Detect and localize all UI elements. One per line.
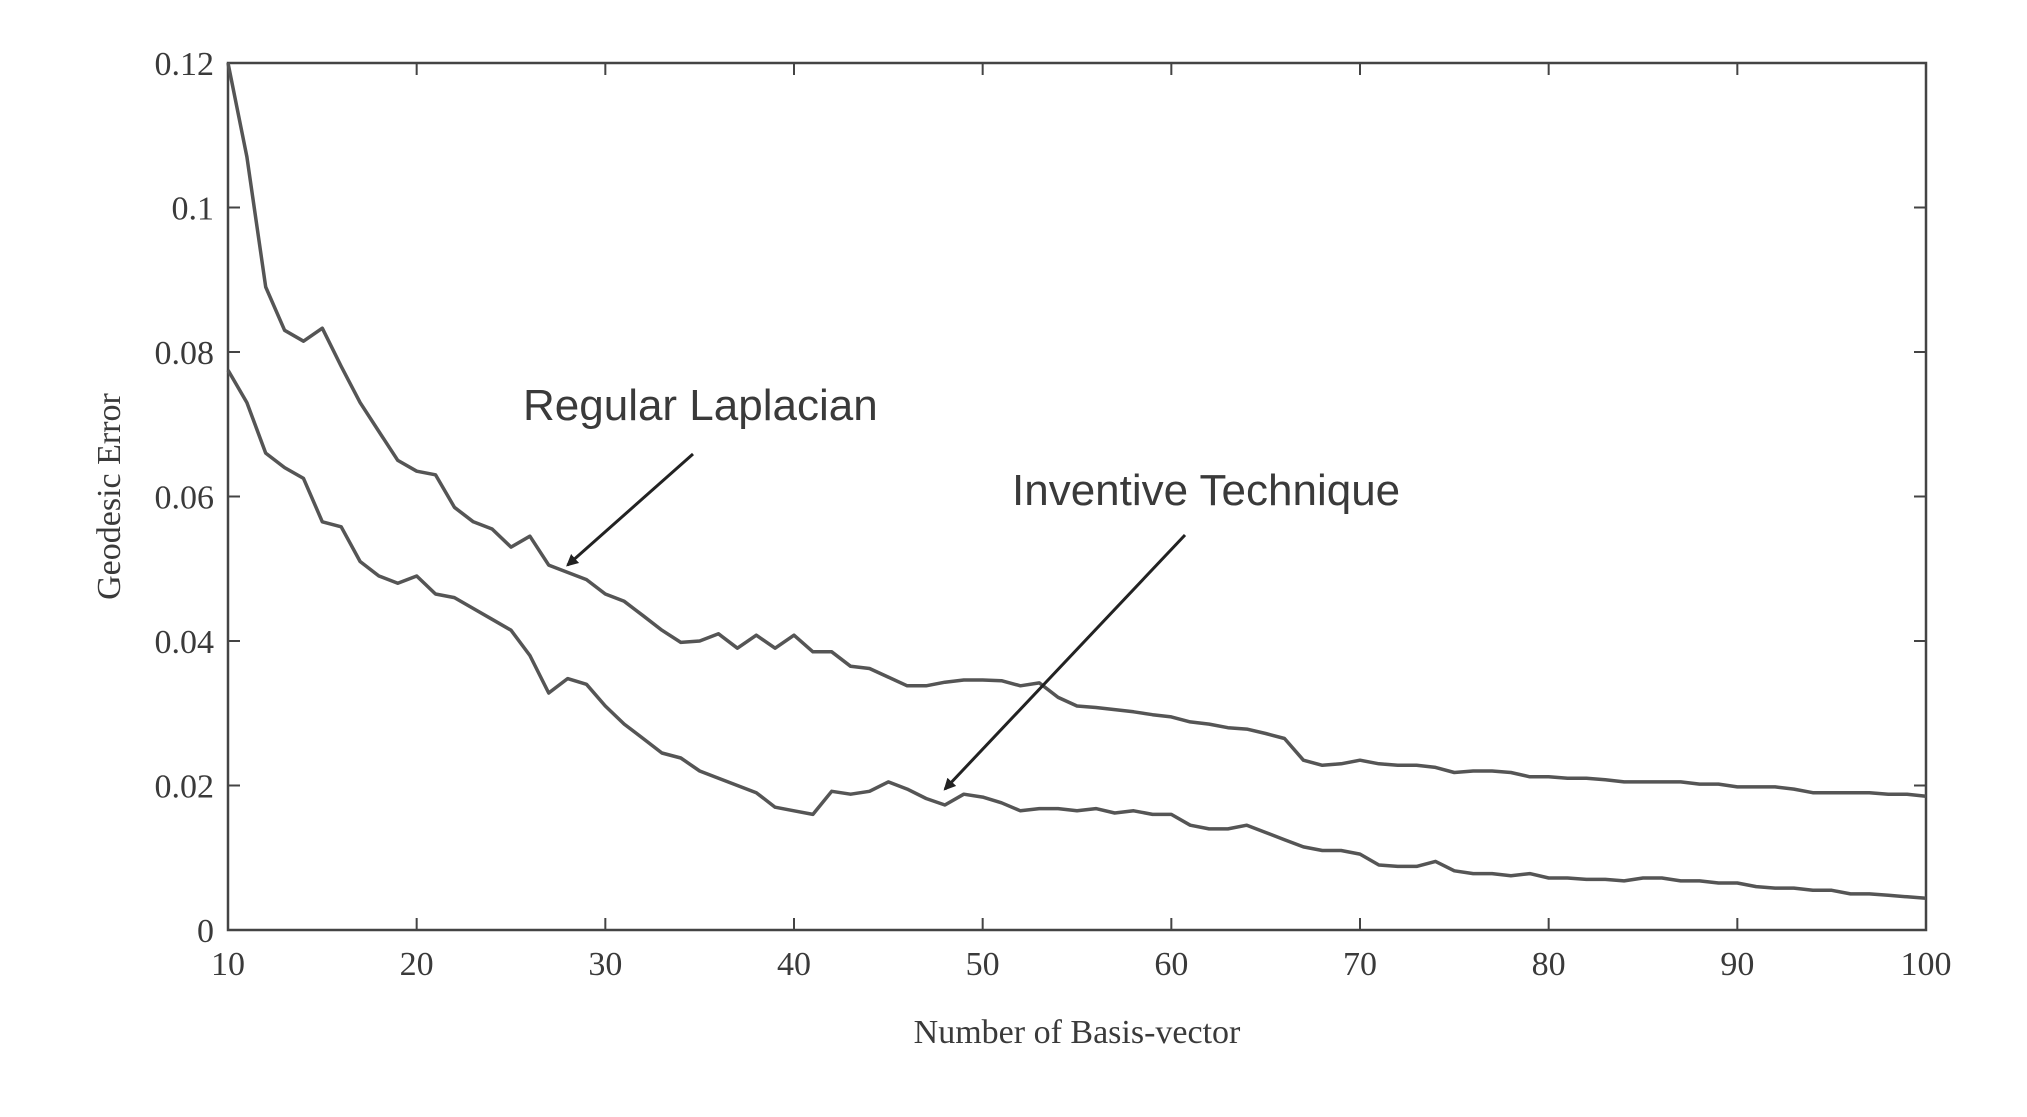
y-tick-label: 0.06 [155, 480, 215, 517]
y-axis-title: Geodesic Error [91, 392, 128, 599]
x-tick-label: 10 [211, 946, 245, 983]
y-tick-label: 0.12 [155, 46, 215, 83]
annotation-label: Regular Laplacian [523, 381, 878, 430]
x-axis-title: Number of Basis-vector [914, 1014, 1241, 1051]
y-tick-label: 0.1 [172, 191, 215, 228]
x-tick-label: 70 [1343, 946, 1377, 983]
x-tick-label: 40 [777, 946, 811, 983]
y-tick-label: 0.08 [155, 335, 215, 372]
series-line-regular-laplacian [228, 63, 1926, 796]
x-tick-label: 90 [1720, 946, 1754, 983]
y-tick-label: 0.04 [155, 624, 215, 661]
x-tick-label: 60 [1154, 946, 1188, 983]
annotation-label: Inventive Technique [1012, 466, 1400, 515]
x-tick-label: 20 [400, 946, 434, 983]
x-tick-label: 100 [1901, 946, 1952, 983]
y-tick-label: 0.02 [155, 769, 215, 806]
annotation-arrow [568, 454, 693, 565]
series-line-inventive-technique [228, 370, 1926, 898]
x-tick-label: 50 [966, 946, 1000, 983]
y-tick-label: 0 [197, 913, 214, 950]
x-tick-label: 80 [1532, 946, 1566, 983]
x-tick-label: 30 [588, 946, 622, 983]
annotation-arrow [945, 535, 1185, 789]
